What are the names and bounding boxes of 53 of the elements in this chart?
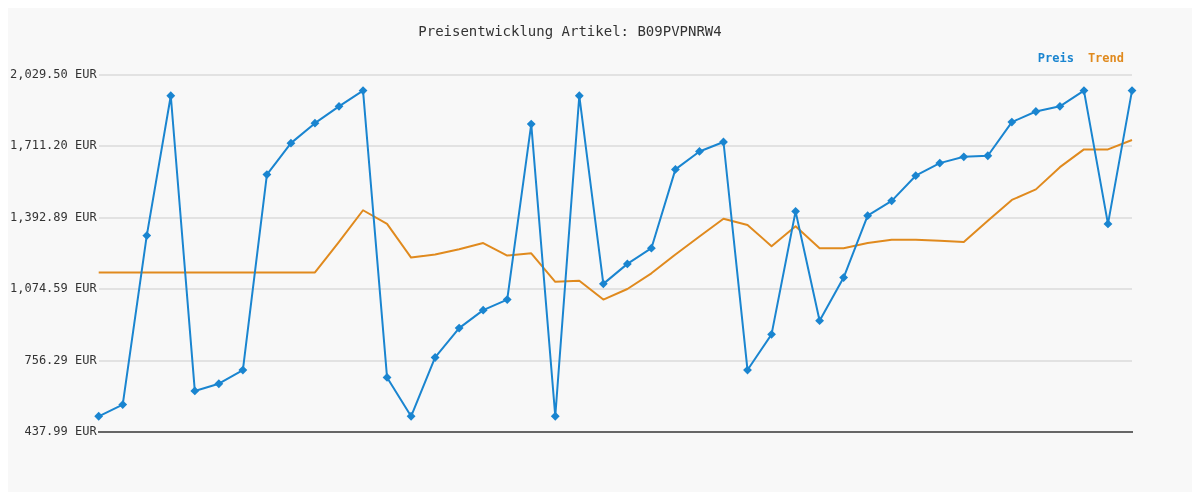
point bbox=[1031, 107, 1040, 116]
y-tick-label: 437.99 EUR bbox=[24, 424, 98, 439]
point bbox=[647, 244, 656, 253]
point bbox=[118, 400, 127, 409]
point bbox=[286, 139, 295, 148]
y-tick-label: 2,029.50 EUR bbox=[9, 66, 98, 81]
point bbox=[503, 295, 512, 304]
point bbox=[1128, 86, 1136, 95]
point bbox=[238, 366, 247, 375]
point bbox=[839, 273, 848, 282]
point bbox=[431, 353, 440, 362]
point bbox=[671, 165, 680, 174]
point bbox=[1007, 118, 1016, 127]
point bbox=[94, 412, 103, 421]
point bbox=[983, 151, 992, 160]
point bbox=[791, 207, 800, 216]
point bbox=[479, 306, 488, 315]
point bbox=[527, 120, 536, 129]
point bbox=[887, 196, 896, 205]
point bbox=[407, 412, 416, 421]
y-tick-label: 756.29 EUR bbox=[24, 352, 98, 367]
point bbox=[335, 102, 343, 111]
point bbox=[575, 91, 584, 100]
point bbox=[863, 211, 872, 220]
point bbox=[310, 119, 319, 128]
point bbox=[359, 86, 368, 95]
point bbox=[719, 138, 728, 147]
point bbox=[911, 171, 920, 180]
point bbox=[142, 231, 151, 240]
text: Trend bbox=[1087, 50, 1124, 65]
text: Preis bbox=[1037, 50, 1074, 65]
point bbox=[1103, 219, 1112, 228]
point bbox=[623, 259, 632, 268]
point bbox=[599, 279, 608, 288]
point bbox=[455, 324, 464, 333]
y-tick-label: 1,392.89 EUR bbox=[9, 209, 98, 224]
point bbox=[743, 366, 752, 375]
point bbox=[695, 147, 704, 156]
point bbox=[262, 170, 271, 179]
point bbox=[959, 152, 968, 161]
point bbox=[166, 91, 175, 100]
point bbox=[551, 412, 560, 421]
point bbox=[214, 379, 223, 388]
point bbox=[815, 316, 824, 325]
point bbox=[383, 373, 392, 382]
point bbox=[767, 330, 776, 339]
y-tick-label: 1,074.59 EUR bbox=[9, 281, 98, 296]
chart-title: Preisentwicklung Artikel: B09PVPNRW4 bbox=[418, 23, 722, 40]
y-tick-label: 1,711.20 EUR bbox=[9, 138, 98, 153]
point bbox=[1079, 86, 1088, 95]
point bbox=[935, 159, 944, 168]
point bbox=[190, 386, 199, 395]
point bbox=[1055, 102, 1064, 111]
